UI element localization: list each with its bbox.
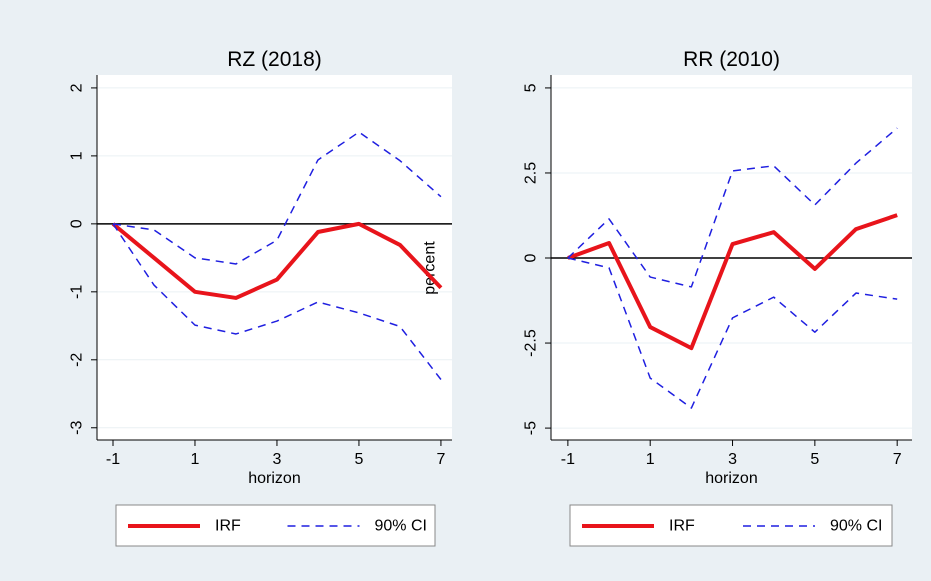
x-tick-label: 7 bbox=[436, 451, 445, 468]
y-tick-label: -5 bbox=[523, 421, 540, 435]
y-tick-label: 2 bbox=[69, 83, 86, 92]
chart-title: RZ (2018) bbox=[227, 48, 322, 71]
x-tick-label: 5 bbox=[810, 451, 819, 468]
ci-upper-line bbox=[112, 131, 442, 265]
legend-label: IRF bbox=[669, 518, 695, 535]
chart-title: RR (2010) bbox=[683, 48, 780, 71]
y-tick-label: 1 bbox=[69, 151, 86, 160]
ci-lower-line bbox=[112, 223, 442, 380]
x-tick-label: -1 bbox=[561, 451, 575, 468]
legend-label: IRF bbox=[215, 518, 241, 535]
y-tick-label: -1 bbox=[69, 285, 86, 299]
x-tick-label: -1 bbox=[106, 451, 120, 468]
x-axis-title: horizon bbox=[705, 470, 757, 487]
x-tick-label: 1 bbox=[646, 451, 655, 468]
y-tick-label: -2 bbox=[69, 353, 86, 367]
plot-area bbox=[97, 75, 452, 440]
x-tick-label: 3 bbox=[273, 451, 282, 468]
y-tick-label: -3 bbox=[69, 421, 86, 435]
y-tick-label: 0 bbox=[69, 219, 86, 228]
x-tick-label: 5 bbox=[354, 451, 363, 468]
y-tick-label: 5 bbox=[523, 83, 540, 92]
ci-lower-line bbox=[567, 257, 898, 409]
legend-label: 90% CI bbox=[830, 518, 882, 535]
y-tick-label: 2.5 bbox=[523, 162, 540, 184]
x-tick-label: 1 bbox=[191, 451, 200, 468]
irf-line bbox=[111, 221, 443, 300]
legend-label: 90% CI bbox=[375, 518, 427, 535]
irf-line bbox=[567, 213, 898, 351]
x-axis-title: horizon bbox=[248, 470, 300, 487]
y-tick-label: -2.5 bbox=[523, 329, 540, 357]
y-tick-label: 0 bbox=[523, 253, 540, 262]
x-tick-label: 3 bbox=[728, 451, 737, 468]
x-tick-label: 7 bbox=[893, 451, 902, 468]
